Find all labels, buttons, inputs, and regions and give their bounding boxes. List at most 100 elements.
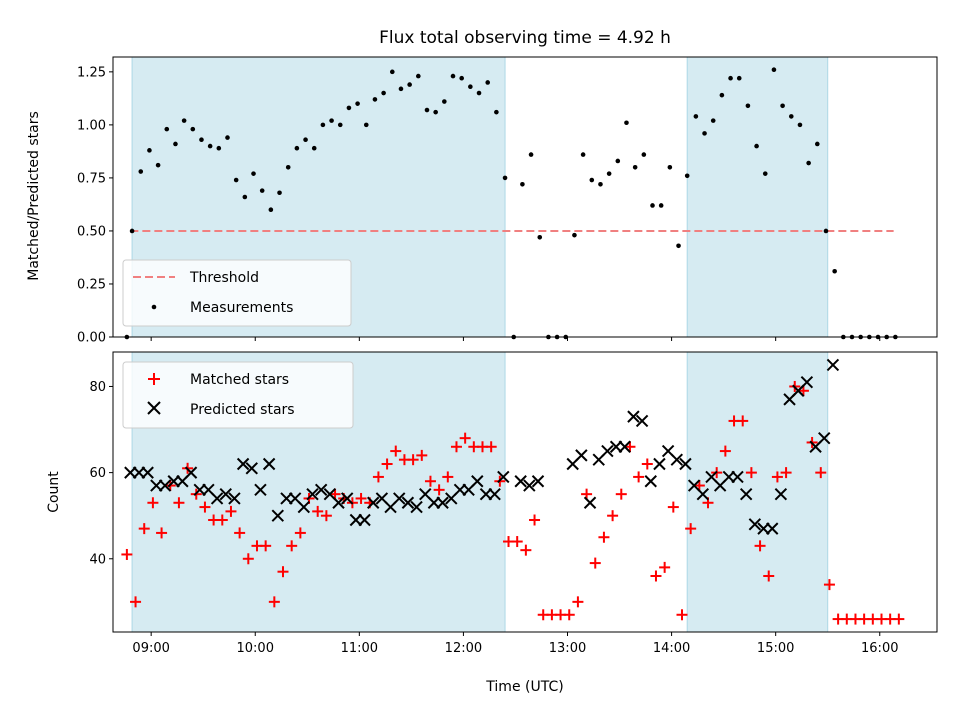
- legend-threshold-label: Threshold: [189, 270, 259, 286]
- measurement-point: [442, 99, 447, 104]
- measurement-point: [320, 122, 326, 128]
- top-legend-box: [122, 259, 352, 327]
- matched-star-point: [277, 566, 289, 578]
- predicted-star-point: [514, 475, 527, 488]
- measurement-point: [797, 122, 803, 128]
- matched-star-point: [823, 579, 835, 591]
- shaded-region: [687, 352, 828, 632]
- measurement-point: [355, 101, 360, 106]
- matched-star-point: [745, 467, 757, 479]
- y-tick-label: 40: [89, 552, 106, 567]
- measurement-point: [728, 75, 733, 81]
- measurement-point: [632, 165, 638, 170]
- y-tick-label: 0.50: [77, 224, 106, 239]
- measurement-point: [199, 137, 204, 143]
- bottom-legend-box: [122, 361, 354, 429]
- predicted-star-point: [367, 496, 380, 509]
- matched-star-point: [225, 505, 237, 517]
- matched-star-point: [459, 432, 471, 444]
- measurement-point: [207, 143, 213, 149]
- bottom-y-axis-label: Count: [46, 471, 62, 513]
- predicted-star-point: [297, 500, 311, 514]
- measurement-point: [598, 181, 603, 187]
- predicted-star-point: [826, 358, 840, 372]
- matched-star-point: [312, 505, 324, 517]
- matched-star-point: [693, 480, 705, 492]
- predicted-star-point: [618, 440, 631, 453]
- matched-star-point: [581, 488, 593, 500]
- measurement-point: [693, 114, 699, 119]
- measurement-point: [667, 165, 673, 170]
- x-tick-label: 14:00: [653, 641, 690, 656]
- matched-star-point: [771, 471, 783, 483]
- measurement-point: [147, 148, 152, 153]
- legend-predicted-label: Predicted stars: [190, 402, 295, 418]
- measurement-point: [520, 181, 525, 187]
- matched-star-point: [121, 548, 133, 560]
- measurement-point: [745, 103, 751, 109]
- matched-star-point: [260, 540, 272, 552]
- measurement-point: [251, 171, 256, 176]
- measurement-point: [129, 228, 135, 234]
- measurement-point: [433, 109, 438, 115]
- matched-star-point: [607, 510, 619, 522]
- bottom-axes: 40 60 80 09:00 10:00 11:00 12:00 13:00 14:00 15:0…: [89, 351, 938, 656]
- predicted-star-point: [635, 414, 649, 428]
- measurement-point: [329, 118, 334, 123]
- measurement-point: [771, 67, 777, 73]
- matched-star-point: [650, 570, 662, 582]
- measurement-point: [823, 228, 829, 234]
- matched-star-point: [893, 613, 905, 625]
- matched-star-point: [130, 596, 142, 608]
- measurement-point: [381, 90, 386, 96]
- matched-star-point: [780, 467, 792, 479]
- predicted-star-point: [653, 457, 666, 471]
- measurement-point: [285, 165, 291, 170]
- measurement-point: [537, 235, 543, 240]
- measurement-point: [450, 73, 456, 79]
- bottom-legend: Matched stars Predicted stars: [122, 361, 354, 429]
- matched-star-point: [268, 596, 280, 608]
- legend-matched-swatch: [148, 373, 160, 385]
- matched-star-point: [242, 553, 254, 565]
- x-axis-label: Time (UTC): [485, 679, 563, 695]
- predicted-star-point: [627, 410, 640, 423]
- measurement-point: [476, 90, 482, 96]
- matched-star-point: [754, 540, 766, 552]
- matched-star-point: [156, 527, 168, 539]
- measurement-point: [572, 232, 577, 238]
- y-tick-label: 1.25: [77, 65, 106, 80]
- measurement-point: [389, 69, 395, 75]
- measurement-point: [780, 103, 785, 109]
- predicted-star-point: [731, 470, 744, 484]
- shaded-region: [687, 57, 828, 337]
- measurement-point: [589, 177, 595, 183]
- matched-star-point: [589, 557, 601, 569]
- measurement-point: [658, 203, 664, 208]
- predicted-star-point: [262, 457, 276, 471]
- predicted-star-point: [393, 492, 406, 505]
- measurement-point: [580, 152, 586, 157]
- predicted-star-point: [219, 487, 232, 501]
- predicted-star-point: [800, 375, 814, 389]
- measurement-point: [754, 143, 759, 149]
- measurement-point: [528, 152, 534, 157]
- y-tick-label: 60: [89, 466, 106, 481]
- matched-star-point: [511, 536, 523, 548]
- measurement-point: [242, 194, 248, 200]
- measurement-point: [268, 207, 274, 213]
- measurement-point: [736, 75, 742, 81]
- measurement-point: [407, 82, 412, 87]
- matched-star-point: [572, 596, 584, 608]
- predicted-star-point: [531, 475, 545, 488]
- measurement-point: [311, 145, 317, 151]
- x-tick-label: 15:00: [757, 641, 794, 656]
- matched-star-point: [216, 514, 228, 526]
- matched-star-point: [667, 501, 679, 513]
- x-tick-label: 16:00: [861, 641, 898, 656]
- predicted-star-point: [739, 487, 753, 501]
- predicted-star-point: [696, 487, 710, 501]
- matched-star-point: [685, 523, 697, 535]
- measurement-point: [294, 145, 300, 151]
